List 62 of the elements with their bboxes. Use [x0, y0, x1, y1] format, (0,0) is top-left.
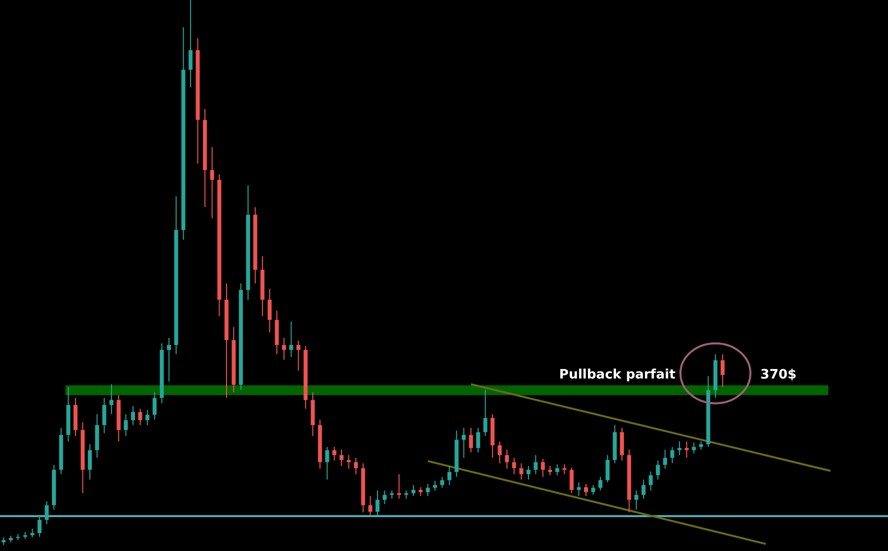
candlestick	[606, 454, 610, 483]
candlestick	[447, 465, 452, 486]
candlestick	[548, 465, 552, 476]
candlestick	[368, 495, 372, 516]
candlestick	[340, 449, 344, 466]
candlestick	[411, 484, 416, 496]
candlestick	[468, 427, 473, 453]
candlestick	[433, 480, 437, 491]
candlestick	[534, 454, 538, 475]
candlestick	[504, 449, 509, 470]
candlestick	[498, 440, 502, 464]
candlestick	[576, 482, 581, 496]
candlestick	[642, 479, 646, 500]
candlestick	[678, 440, 682, 456]
candlestick	[354, 457, 358, 475]
candlestick	[296, 340, 300, 372]
candlestick	[124, 414, 128, 436]
candlestick	[131, 406, 135, 426]
candlestick	[152, 392, 157, 420]
candlestick	[109, 384, 114, 415]
candlestick	[656, 460, 660, 480]
candlestick	[526, 465, 530, 480]
candlestick	[166, 337, 171, 382]
candlestick	[426, 483, 430, 496]
annotation: Pullback parfait	[559, 367, 676, 382]
candlestick	[440, 476, 444, 488]
candlestick	[512, 457, 516, 475]
candlestick	[397, 474, 402, 500]
candlestick	[376, 490, 380, 516]
candlestick	[634, 490, 638, 510]
candlestick	[382, 490, 387, 505]
candlestick	[670, 446, 674, 464]
candlestick	[325, 446, 330, 480]
candlestick	[476, 427, 480, 453]
annotation: 370$	[760, 367, 797, 382]
candlestick	[188, 0, 193, 88]
candlestick	[519, 462, 524, 480]
candlestick	[88, 444, 92, 480]
candlestick	[720, 354, 725, 388]
candlestick	[462, 427, 466, 458]
candlestick	[562, 464, 566, 475]
candlestick	[282, 337, 286, 360]
candlestick	[540, 458, 545, 478]
candlestick	[591, 484, 596, 496]
candlestick	[210, 146, 214, 218]
candlestick	[483, 389, 488, 436]
candlestick	[332, 446, 336, 462]
candlestick	[663, 449, 668, 470]
candlestick	[44, 500, 49, 525]
candlestick	[584, 483, 588, 496]
candlestick	[570, 467, 574, 494]
candlestick	[620, 427, 624, 462]
candlestick	[268, 288, 272, 333]
candlestick	[692, 442, 696, 454]
candlestick	[289, 321, 294, 358]
candlestick	[38, 514, 42, 538]
candlestick	[684, 440, 689, 458]
candlestick	[555, 464, 560, 476]
candlestick	[138, 408, 142, 426]
candlestick	[598, 476, 602, 491]
candlestick	[145, 409, 150, 426]
candlestick	[648, 470, 653, 491]
